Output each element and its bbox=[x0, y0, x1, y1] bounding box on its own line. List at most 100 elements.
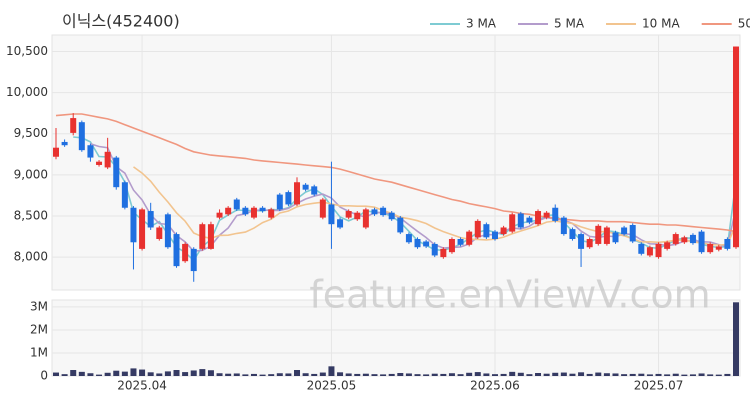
candle-body bbox=[147, 211, 154, 228]
candle-body bbox=[354, 212, 361, 220]
volume-bar bbox=[113, 370, 120, 376]
candle-body bbox=[113, 157, 120, 188]
candle-body bbox=[483, 224, 490, 238]
volume-bar bbox=[362, 373, 369, 376]
volume-bar bbox=[543, 373, 550, 376]
volume-bar bbox=[337, 372, 344, 376]
volume-bar bbox=[595, 372, 602, 376]
candle-body bbox=[259, 207, 266, 212]
volume-bar bbox=[139, 369, 146, 376]
volume-bar bbox=[104, 372, 111, 376]
candle-body bbox=[526, 217, 533, 223]
y-tick-label: 8,500 bbox=[14, 208, 48, 222]
volume-bar bbox=[130, 368, 137, 376]
price-panel bbox=[51, 34, 741, 291]
volume-bar bbox=[509, 371, 516, 376]
volume-bar bbox=[612, 373, 619, 376]
volume-bar bbox=[302, 373, 309, 376]
candle-body bbox=[707, 243, 714, 253]
candle-body bbox=[199, 224, 206, 249]
volume-bar bbox=[698, 373, 705, 376]
candle-body bbox=[440, 248, 447, 258]
volume-bar bbox=[371, 374, 378, 376]
y-tick-label: 8,000 bbox=[14, 250, 48, 264]
volume-bar bbox=[96, 374, 103, 376]
candle-body bbox=[621, 227, 628, 235]
y-tick-label: 1M bbox=[30, 345, 48, 359]
volume-panel bbox=[51, 299, 741, 377]
candle-body bbox=[311, 186, 318, 195]
volume-bar bbox=[121, 371, 128, 376]
volume-bar bbox=[466, 372, 473, 376]
volume-bar bbox=[681, 374, 688, 376]
candle-body bbox=[61, 141, 68, 146]
volume-bar bbox=[319, 372, 326, 376]
volume-bar bbox=[552, 372, 559, 376]
candle-body bbox=[362, 209, 369, 228]
candle-body bbox=[78, 122, 85, 151]
chart-title: 이닉스(452400) bbox=[62, 12, 180, 31]
volume-bar bbox=[707, 374, 714, 376]
volume-bar bbox=[190, 370, 197, 376]
candle-body bbox=[448, 239, 455, 253]
candle-body bbox=[337, 219, 344, 228]
candle-body bbox=[104, 151, 111, 168]
x-tick-label: 2025.07 bbox=[634, 379, 684, 393]
candle-body bbox=[173, 234, 180, 267]
candle-body bbox=[423, 241, 430, 247]
y-tick-label: 9,500 bbox=[14, 126, 48, 140]
candle-body bbox=[53, 147, 59, 157]
legend-label: 50 MA bbox=[738, 17, 750, 31]
ma-line bbox=[90, 142, 737, 253]
volume-bar bbox=[672, 373, 679, 376]
candle-body bbox=[535, 211, 542, 225]
candle-body bbox=[388, 212, 395, 220]
volume-bar bbox=[285, 373, 292, 376]
candle-body bbox=[681, 237, 688, 243]
candle-body bbox=[139, 209, 146, 249]
volume-bar bbox=[483, 373, 490, 376]
volume-bar bbox=[156, 373, 163, 376]
candle-body bbox=[190, 248, 197, 272]
volume-bar bbox=[233, 373, 240, 376]
candle-body bbox=[655, 243, 662, 258]
volume-bar bbox=[423, 374, 430, 376]
candle-body bbox=[380, 207, 387, 216]
legend-label: 3 MA bbox=[466, 17, 497, 31]
volume-bar bbox=[629, 373, 636, 376]
candle-body bbox=[517, 213, 524, 228]
y-tick-label: 2M bbox=[30, 322, 48, 336]
candle-body bbox=[543, 212, 550, 218]
candle-body bbox=[371, 209, 378, 215]
volume-bar bbox=[328, 366, 335, 376]
candle-body bbox=[414, 239, 421, 248]
volume-bar bbox=[405, 373, 412, 376]
x-tick-label: 2025.05 bbox=[307, 379, 357, 393]
candle-body bbox=[294, 182, 301, 205]
candle-body bbox=[285, 192, 292, 205]
volume-bar bbox=[397, 373, 404, 376]
candle-body bbox=[207, 224, 214, 249]
volume-bar bbox=[569, 373, 576, 376]
volume-bar bbox=[440, 373, 447, 376]
volume-bar bbox=[87, 373, 94, 376]
volume-bar bbox=[586, 373, 593, 376]
candle-body bbox=[646, 247, 653, 256]
volume-bar bbox=[578, 372, 585, 376]
candle-body bbox=[466, 231, 473, 245]
legend-label: 10 MA bbox=[642, 17, 680, 31]
volume-bar bbox=[655, 373, 662, 376]
volume-bar bbox=[147, 372, 154, 376]
legend-label: 5 MA bbox=[554, 17, 585, 31]
candle-body bbox=[629, 225, 636, 242]
candle-body bbox=[595, 225, 602, 244]
candle-body bbox=[474, 220, 481, 238]
volume-bar bbox=[276, 373, 283, 376]
volume-bar bbox=[638, 373, 645, 376]
candle-body bbox=[698, 231, 705, 253]
volume-bar bbox=[61, 374, 68, 376]
volume-bar bbox=[70, 370, 77, 376]
volume-bar bbox=[621, 374, 628, 376]
candle-body bbox=[491, 231, 498, 239]
